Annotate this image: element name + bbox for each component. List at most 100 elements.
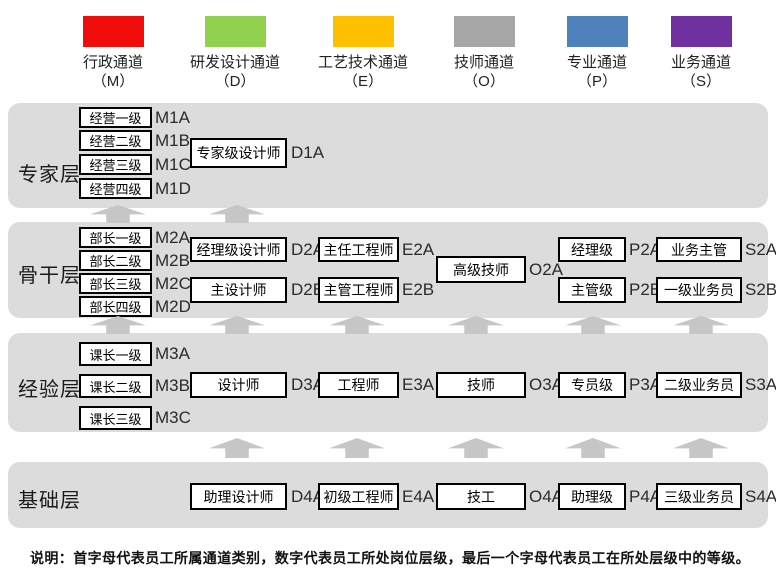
position-code-p3a: P3A [629, 375, 662, 394]
position-code-m2b: M2B [155, 250, 190, 270]
position-code-e2a: E2A [402, 239, 435, 259]
up-arrow-icon [565, 438, 621, 458]
yellow-swatch-icon [332, 16, 394, 47]
position-code-s2b: S2B [745, 280, 776, 299]
purple-swatch-icon [670, 16, 732, 47]
position-box-m3b: 课长二级 [79, 374, 152, 398]
position-code-d1a: D1A [291, 143, 325, 162]
legend-label: 业务通道 [670, 54, 731, 71]
position-box-d2b: 主设计师 [190, 277, 287, 303]
legend-key: （E） [342, 73, 383, 90]
position-code-m1d: M1D [155, 178, 191, 198]
position-code-m3b: M3B [155, 376, 190, 395]
up-arrow-icon [448, 438, 504, 458]
position-box-p4a: 助理级 [558, 483, 626, 510]
position-code-m1c: M1C [155, 154, 191, 174]
legend-item-e: 工艺技术通道 （E） [301, 16, 425, 91]
position-box-s3a: 二级业务员 [656, 372, 742, 398]
legend-key: （P） [576, 73, 617, 90]
legend-label: 行政通道 [82, 54, 143, 71]
position-code-m1a: M1A [155, 107, 190, 127]
position-code-m3c: M3C [155, 408, 191, 427]
position-box-s2a: 业务主管 [656, 237, 742, 262]
gray-swatch-icon [453, 16, 515, 47]
up-arrow-icon [673, 316, 729, 334]
position-code-d4a: D4A [291, 486, 325, 506]
position-box-e4a: 初级工程师 [318, 483, 399, 510]
legend-item-o: 技师通道 （O） [422, 16, 546, 91]
position-box-p2b: 主管级 [558, 277, 626, 303]
up-arrow-icon [448, 316, 504, 334]
position-code-m2c: M2C [155, 273, 191, 293]
position-code-d2b: D2B [291, 280, 325, 299]
position-code-s4a: S4A [745, 486, 776, 506]
layer-name-basic: 基础层 [18, 490, 81, 512]
position-box-e2a: 主任工程师 [318, 237, 399, 262]
position-code-m1b: M1B [155, 130, 190, 150]
position-code-m2d: M2D [155, 296, 191, 316]
legend-item-p: 专业通道 （P） [535, 16, 659, 91]
blue-swatch-icon [566, 16, 628, 47]
note-prefix: 说明： [30, 550, 74, 566]
legend-key: （O） [463, 73, 505, 90]
position-box-m2b: 部长二级 [79, 250, 152, 271]
position-box-m1a: 经营一级 [79, 107, 152, 128]
position-box-o4a: 技工 [436, 483, 526, 510]
legend-key: （M） [91, 73, 135, 90]
legend-key: （S） [680, 73, 721, 90]
layer-name-backbone: 骨干层 [18, 265, 81, 287]
position-box-e2b: 主管工程师 [318, 277, 399, 303]
up-arrow-icon [329, 316, 385, 334]
up-arrow-icon [90, 316, 146, 334]
position-code-s3a: S3A [745, 375, 776, 394]
position-box-p3a: 专员级 [558, 372, 626, 398]
position-box-p2a: 经理级 [558, 237, 626, 262]
position-code-d2a: D2A [291, 239, 325, 259]
position-code-o2a: O2A [529, 259, 564, 279]
position-code-s2a: S2A [745, 239, 776, 259]
position-box-d3a: 设计师 [190, 372, 287, 398]
up-arrow-icon [329, 438, 385, 458]
green-swatch-icon [204, 16, 266, 47]
position-code-e4a: E4A [402, 486, 435, 506]
position-box-m2d: 部长四级 [79, 296, 152, 317]
layer-name-experience: 经验层 [18, 379, 81, 401]
up-arrow-icon [673, 438, 729, 458]
up-arrow-icon [565, 316, 621, 334]
position-code-e2b: E2B [402, 280, 435, 299]
legend-label: 工艺技术通道 [317, 54, 408, 71]
position-code-p2a: P2A [629, 239, 662, 259]
position-box-m2a: 部长一级 [79, 227, 152, 248]
legend-item-d: 研发设计通道 （D） [173, 16, 297, 91]
position-box-m1c: 经营三级 [79, 154, 152, 175]
up-arrow-icon [209, 316, 265, 334]
position-code-p4a: P4A [629, 486, 662, 506]
position-box-s4a: 三级业务员 [656, 483, 742, 510]
position-box-m3c: 课长三级 [79, 406, 152, 430]
position-code-o4a: O4A [529, 486, 564, 506]
position-box-m3a: 课长一级 [79, 342, 152, 366]
note-body: 首字母代表员工所属通道类别，数字代表员工所处岗位层级，最后一个字母代表员工在所处… [73, 550, 750, 566]
position-code-e3a: E3A [402, 375, 435, 394]
position-box-e3a: 工程师 [318, 372, 399, 398]
position-box-m2c: 部长三级 [79, 273, 152, 294]
red-swatch-icon [82, 16, 144, 47]
position-box-o2a: 高级技师 [436, 256, 526, 283]
position-box-d4a: 助理设计师 [190, 483, 287, 510]
position-box-m1b: 经营二级 [79, 130, 152, 151]
position-box-m1d: 经营四级 [79, 178, 152, 199]
position-code-p2b: P2B [629, 280, 662, 299]
legend-item-m: 行政通道 （M） [51, 16, 175, 91]
position-code-m2a: M2A [155, 227, 190, 247]
position-code-o3a: O3A [529, 375, 564, 394]
position-box-o3a: 技师 [436, 372, 526, 398]
position-box-d1a: 专家级设计师 [190, 138, 287, 168]
legend-label: 专业通道 [566, 54, 627, 71]
position-code-m3a: M3A [155, 344, 190, 363]
position-box-s2b: 一级业务员 [656, 277, 742, 303]
position-box-d2a: 经理级设计师 [190, 237, 287, 262]
position-code-d3a: D3A [291, 375, 325, 394]
legend-key: （D） [214, 73, 256, 90]
legend-label: 技师通道 [453, 54, 514, 71]
